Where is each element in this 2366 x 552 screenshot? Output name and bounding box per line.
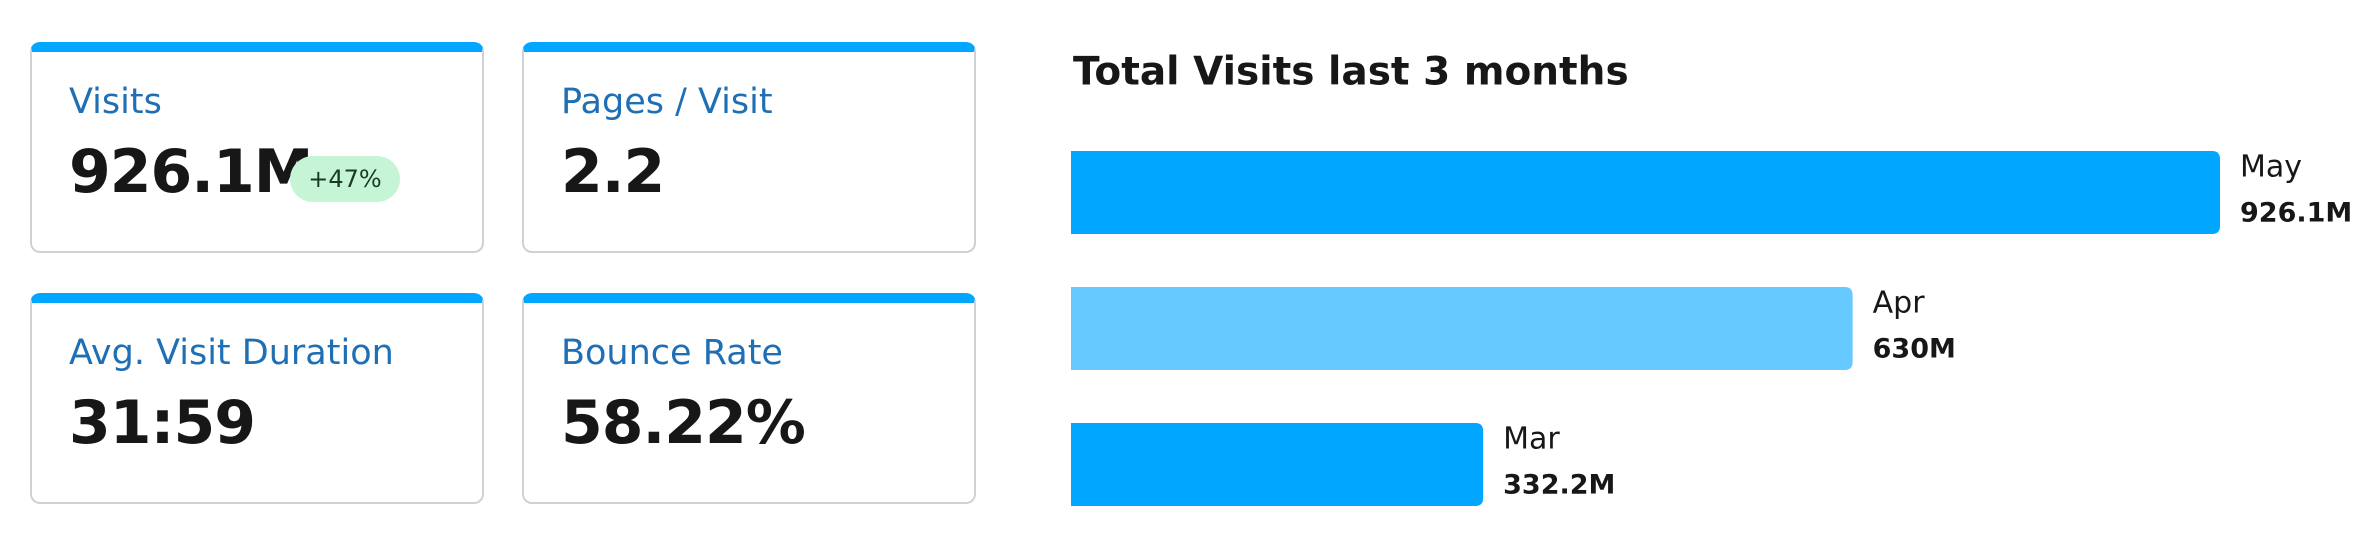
kpi-label: Pages / Visit <box>561 82 773 122</box>
kpi-label: Visits <box>69 82 162 122</box>
bar <box>1071 287 1853 370</box>
kpi-value: 2.2 <box>561 137 665 207</box>
category-label: Mar <box>1503 422 1560 457</box>
kpi-card: Pages / Visit 2.2 <box>522 42 976 253</box>
kpi-label: Bounce Rate <box>561 333 783 373</box>
value-label: 926.1M <box>2240 198 2352 229</box>
kpi-value: 58.22% <box>561 388 806 458</box>
kpi-label: Avg. Visit Duration <box>69 333 394 373</box>
kpi-card: Visits 926.1M +47% <box>30 42 484 253</box>
kpi-card: Avg. Visit Duration 31:59 <box>30 293 484 504</box>
chart-title: Total Visits last 3 months <box>1073 50 1629 95</box>
kpi-card: Bounce Rate 58.22% <box>522 293 976 504</box>
category-label: May <box>2240 150 2302 185</box>
kpi-badge: +47% <box>290 156 400 202</box>
value-label: 332.2M <box>1503 470 1615 501</box>
bar <box>1071 423 1484 506</box>
category-label: Apr <box>1873 286 1926 321</box>
bar <box>1071 151 2220 234</box>
kpi-value: 31:59 <box>69 388 256 458</box>
kpi-value: 926.1M <box>69 137 313 207</box>
value-label: 630M <box>1873 334 1956 365</box>
